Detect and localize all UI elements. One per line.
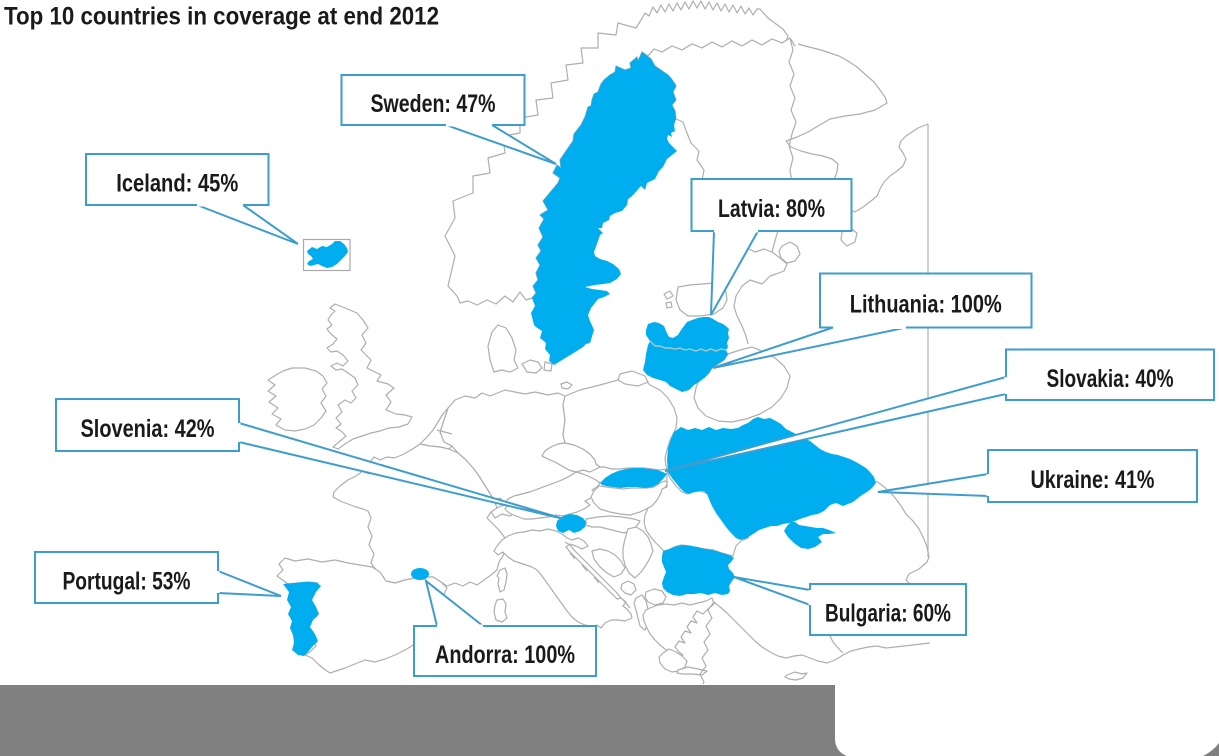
svg-text:Bulgaria: 60%: Bulgaria: 60% <box>825 600 951 628</box>
svg-text:Top 10 countries in coverage a: Top 10 countries in coverage at end 2012 <box>4 3 439 31</box>
svg-text:Iceland: 45%: Iceland: 45% <box>116 170 238 198</box>
svg-text:Sweden: 47%: Sweden: 47% <box>371 90 496 118</box>
svg-text:Slovenia: 42%: Slovenia: 42% <box>81 415 215 443</box>
svg-text:Ukraine: 41%: Ukraine: 41% <box>1031 466 1155 494</box>
svg-text:Portugal: 53%: Portugal: 53% <box>63 568 191 596</box>
svg-text:Andorra: 100%: Andorra: 100% <box>435 641 575 669</box>
svg-text:Lithuania: 100%: Lithuania: 100% <box>850 291 1002 319</box>
svg-text:Latvia: 80%: Latvia: 80% <box>718 195 825 223</box>
svg-text:Slovakia: 40%: Slovakia: 40% <box>1047 365 1174 393</box>
